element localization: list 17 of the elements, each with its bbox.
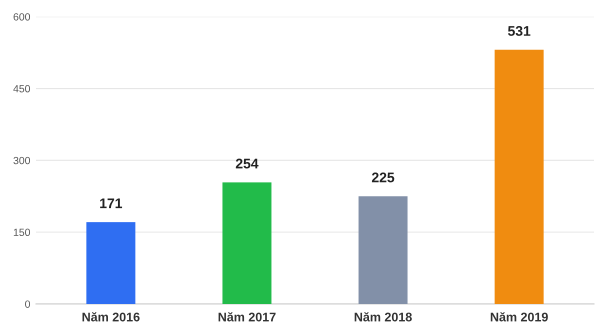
y-tick-label: 300	[13, 156, 30, 164]
bar	[86, 222, 136, 304]
data-label: 171	[100, 198, 122, 208]
x-tick-label: Năm 2018	[354, 312, 412, 322]
data-label: 254	[236, 158, 258, 168]
bar	[222, 182, 272, 304]
x-tick-label: Năm 2016	[82, 312, 140, 322]
bar	[494, 50, 544, 304]
data-label: 225	[372, 172, 394, 182]
x-tick-label: Năm 2017	[218, 312, 276, 322]
data-label: 531	[508, 26, 530, 36]
y-tick-label: 600	[14, 13, 30, 21]
y-tick-label: 150	[14, 228, 30, 236]
y-tick-label: 450	[13, 85, 30, 92]
bar	[358, 196, 408, 304]
x-tick-label: Năm 2019	[490, 312, 548, 322]
y-tick-label: 0	[25, 300, 30, 308]
